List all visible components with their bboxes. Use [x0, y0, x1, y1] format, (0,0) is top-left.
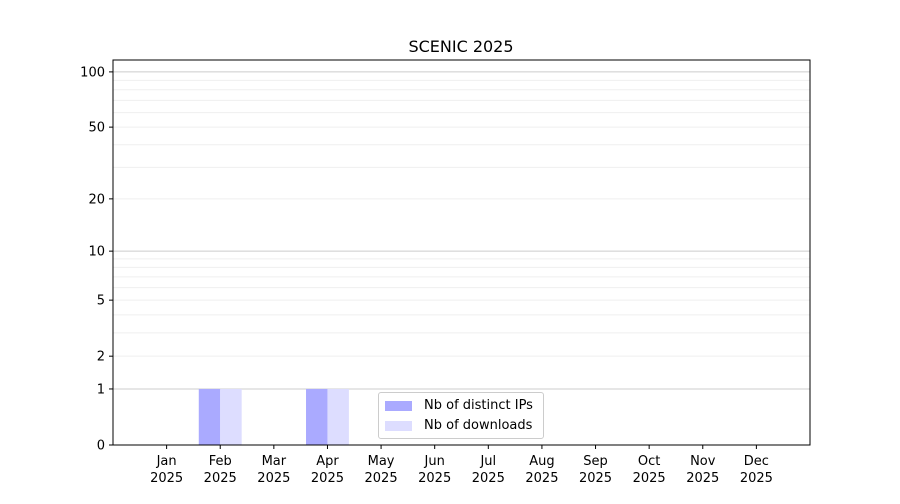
- x-tick-label-month: Dec: [744, 454, 769, 469]
- x-tick-label-year: 2025: [472, 471, 505, 486]
- y-axis: 0 1 2 5 10 20 50 100: [80, 65, 113, 454]
- x-tick-label-month: May: [368, 454, 395, 469]
- x-tick-label-month: Sep: [583, 454, 608, 469]
- y-tick-label: 100: [80, 65, 105, 80]
- x-tick-label-year: 2025: [633, 471, 666, 486]
- legend-swatch: [385, 420, 412, 431]
- x-tick-label-year: 2025: [204, 471, 237, 486]
- x-tick-label-year: 2025: [686, 471, 719, 486]
- x-tick-label-year: 2025: [579, 471, 612, 486]
- y-tick-label: 20: [88, 192, 105, 207]
- bar-distinct-ips: [306, 388, 328, 445]
- y-tick-label: 10: [88, 245, 105, 260]
- x-tick-label-month: Jun: [424, 454, 445, 469]
- x-tick-label-month: Oct: [638, 454, 660, 469]
- bars: [198, 388, 349, 445]
- bar-distinct-ips: [198, 388, 221, 445]
- x-tick-label-month: Mar: [262, 454, 287, 469]
- x-tick-label-month: Aug: [529, 454, 554, 469]
- chart-title: SCENIC 2025: [408, 37, 513, 56]
- y-tick-label: 1: [97, 382, 105, 397]
- bar-downloads: [327, 388, 349, 445]
- x-tick-label-month: Apr: [316, 454, 339, 469]
- x-tick-label-month: Nov: [690, 454, 716, 469]
- bar-downloads: [220, 388, 242, 445]
- legend-swatch: [385, 400, 412, 411]
- x-tick-label-year: 2025: [740, 471, 773, 486]
- x-tick-label-year: 2025: [311, 471, 344, 486]
- x-tick-label-year: 2025: [257, 471, 290, 486]
- grid: [113, 71, 810, 390]
- x-axis: Jan 2025 Feb 2025 Mar 2025 Apr 2025 May 2025 Jun 20…: [150, 445, 773, 486]
- x-tick-label-month: Jul: [479, 454, 496, 469]
- legend: Nb of distinct IPs Nb of downloads: [378, 392, 544, 439]
- y-tick-label: 2: [97, 350, 105, 365]
- x-tick-label-year: 2025: [365, 471, 398, 486]
- plot-frame: [112, 59, 811, 446]
- y-tick-label: 50: [88, 121, 105, 136]
- legend-item-distinct-ips: Nb of distinct IPs: [385, 398, 533, 413]
- y-tick-label: 5: [97, 294, 105, 309]
- x-tick-label-year: 2025: [418, 471, 451, 486]
- legend-label: Nb of distinct IPs: [424, 398, 533, 413]
- legend-item-downloads: Nb of downloads: [385, 418, 532, 433]
- x-tick-label-month: Jan: [156, 454, 177, 469]
- x-tick-label-year: 2025: [525, 471, 558, 486]
- x-tick-label-month: Feb: [209, 454, 232, 469]
- x-tick-label-year: 2025: [150, 471, 183, 486]
- legend-label: Nb of downloads: [424, 418, 533, 433]
- y-tick-label: 0: [97, 439, 105, 454]
